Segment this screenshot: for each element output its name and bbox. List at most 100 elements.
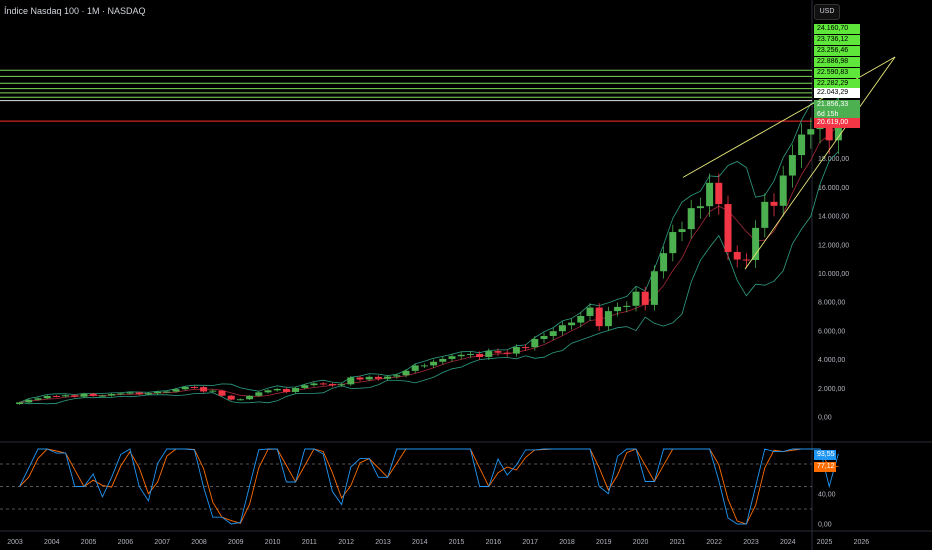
price-tag: 22.043,29 [814,88,860,98]
candle-body [282,388,290,392]
price-tag: 22.886,98 [814,57,860,67]
candle-body [16,402,24,405]
candle-body [503,352,511,354]
candle-body [328,384,336,386]
candle-body [227,395,235,400]
y-tick-label: 14.000,00 [818,214,849,221]
candle-body [310,383,318,386]
candle-body [190,386,198,388]
x-tick-label: 2010 [265,539,281,546]
candle-body [752,227,760,261]
candle-body [476,353,484,357]
candle-body [761,201,769,228]
x-tick-label: 2012 [338,539,354,546]
candle-body [669,232,677,254]
candle-body [549,331,557,336]
candle-body [264,390,272,393]
x-tick-label: 2018 [559,539,575,546]
candle-body [52,395,60,397]
wedge-lower-trendline [744,56,896,270]
candle-body [34,398,42,400]
candle-body [715,182,723,205]
x-tick-label: 2020 [633,539,649,546]
y-tick-label: 4.000,00 [818,357,845,364]
candle-body [273,388,281,391]
price-tag: 21.856,33 [814,100,860,110]
y-tick-label: 0,00 [818,415,832,422]
x-tick-label: 2009 [228,539,244,546]
x-tick-label: 2023 [743,539,759,546]
symbol-title[interactable]: Índice Nasdaq 100 · 1M · NASDAQ [4,6,146,16]
x-tick-label: 2007 [154,539,170,546]
y-tick-label: 18.000,00 [818,156,849,163]
candle-body [650,271,658,305]
candle-body [678,229,686,233]
candle-body [604,311,612,327]
x-tick-label: 2019 [596,539,612,546]
candle-body [466,353,474,355]
y-tick-label: 10.000,00 [818,271,849,278]
candle-body [209,390,217,392]
x-tick-label: 2017 [522,539,538,546]
candle-body [687,208,695,230]
candle-body [420,365,428,367]
candle-body [696,206,704,209]
candle-body [586,307,594,316]
candle-body [126,392,134,394]
price-tag: 24.160,70 [814,24,860,34]
currency-button[interactable]: USD [814,4,840,20]
y-tick-label: 2.000,00 [818,386,845,393]
x-tick-label: 2005 [81,539,97,546]
candle-body [218,390,226,396]
price-tag: 20.619,00 [814,118,860,128]
candle-body [485,351,493,357]
x-tick-label: 2024 [780,539,796,546]
x-tick-label: 2008 [191,539,207,546]
price-tag: 22.282,29 [814,79,860,89]
candle-body [614,306,622,312]
candle-body [236,399,244,401]
candle-body [448,356,456,359]
candle-body [430,361,438,366]
candle-body [577,315,585,323]
candle-body [660,253,668,272]
candle-body [457,354,465,357]
candle-body [374,376,382,379]
candle-body [512,347,520,354]
candle-body [798,134,806,156]
candle-body [807,129,815,135]
candle-body [255,392,263,396]
x-tick-label: 2021 [670,539,686,546]
candle-body [43,395,51,399]
candle-body [356,377,364,380]
candle-body [117,393,125,395]
candle-body [540,335,548,339]
candle-body [706,182,714,207]
candle-body [62,395,70,397]
x-tick-label: 2003 [7,539,23,546]
x-tick-label: 2025 [817,539,833,546]
candle-body [402,370,410,376]
candle-body [365,376,373,380]
stoch-tick-label: 0,00 [818,522,832,529]
x-tick-label: 2006 [118,539,134,546]
candle-body [347,377,355,385]
candle-body [292,387,300,392]
candle-body [742,259,750,261]
stoch-d-tag: 77,12 [814,462,836,472]
bar-countdown-label: 6d 15h [814,110,860,120]
x-tick-label: 2015 [449,539,465,546]
x-tick-label: 2014 [412,539,428,546]
candle-body [779,175,787,206]
y-tick-label: 6.000,00 [818,328,845,335]
candle-body [80,393,88,397]
candle-body [163,391,171,393]
y-tick-label: 16.000,00 [818,185,849,192]
stoch-k-line [19,448,839,525]
stoch-tick-label: 40,00 [818,492,836,499]
candle-body [246,395,254,400]
y-tick-label: 12.000,00 [818,242,849,249]
candle-body [724,204,732,252]
candle-body [154,391,162,394]
